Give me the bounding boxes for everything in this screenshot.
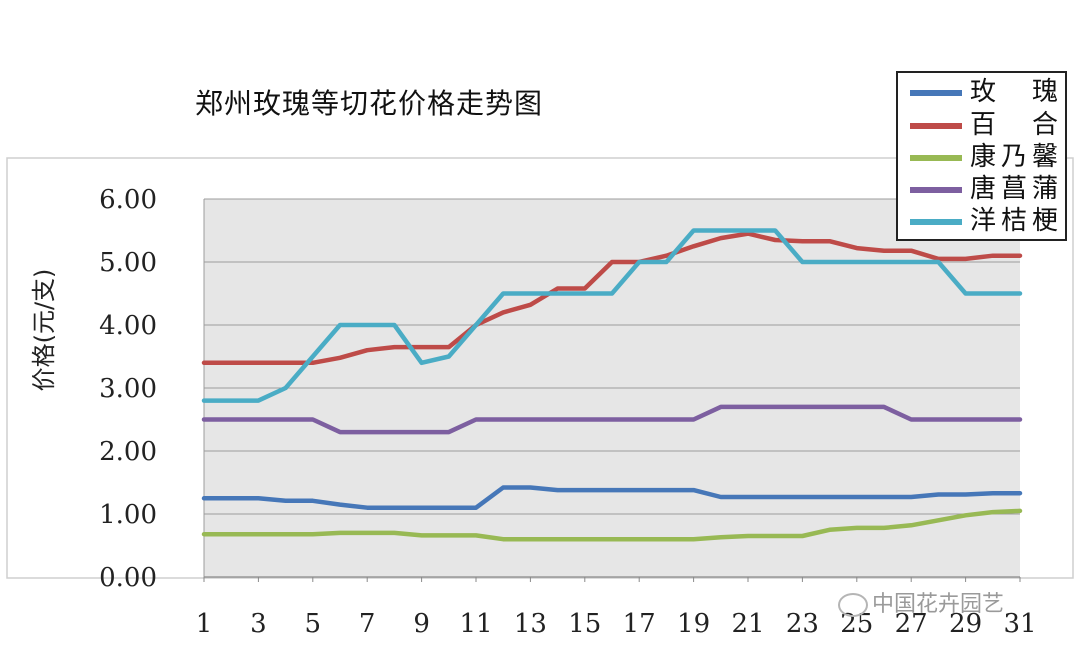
tick-labels: 0.001.002.003.004.005.006.001 3 5 7 9 11 13 15 1…	[99, 185, 1036, 639]
legend-label-lily: 百 合	[970, 110, 1058, 140]
x-tick-label: 3	[250, 609, 267, 639]
x-tick-label: 5	[305, 609, 322, 639]
x-tick-label: 29	[949, 609, 982, 639]
x-tick-label: 1	[196, 609, 213, 639]
y-tick-label: 5.00	[99, 248, 157, 278]
x-tick-label: 19	[677, 609, 710, 639]
x-tick-label: 7	[359, 609, 376, 639]
legend-item-eustoma: 洋桔梗	[898, 205, 1065, 238]
axes	[203, 199, 1021, 582]
legend: 玫 瑰 百 合 康乃馨 唐菖蒲 洋桔梗	[896, 71, 1067, 241]
legend-label-rose: 玫 瑰	[970, 77, 1058, 107]
x-tick-label: 21	[731, 609, 764, 639]
wechat-icon	[838, 593, 868, 617]
legend-swatch-gladiolus	[910, 187, 962, 193]
y-tick-label: 1.00	[99, 500, 157, 530]
legend-item-lily: 百 合	[898, 109, 1065, 142]
legend-item-gladiolus: 唐菖蒲	[898, 173, 1065, 206]
chart-area-border	[6, 157, 1074, 579]
series-line-gladiolus	[201, 404, 1023, 435]
legend-label-eustoma: 洋桔梗	[970, 206, 1058, 236]
x-tick-label: 15	[568, 609, 601, 639]
y-tick-label: 6.00	[99, 185, 157, 215]
y-axis-label: 价格(元/支)	[30, 269, 58, 392]
legend-swatch-carnation	[910, 155, 962, 161]
watermark-text: 中国花卉园艺	[872, 592, 1005, 617]
y-tick-label: 4.00	[99, 311, 157, 341]
series-line-eustoma	[201, 228, 1023, 403]
legend-swatch-eustoma	[910, 219, 962, 225]
series-line-carnation	[201, 508, 1023, 542]
chart-title: 郑州玫瑰等切花价格走势图	[194, 87, 543, 120]
x-tick-label: 13	[514, 609, 547, 639]
series-line-lily	[201, 231, 1023, 366]
legend-item-carnation: 康乃馨	[898, 141, 1065, 174]
x-tick-label: 9	[413, 609, 430, 639]
x-tick-label: 11	[459, 609, 492, 639]
series-lines	[201, 228, 1023, 542]
legend-label-gladiolus: 唐菖蒲	[970, 174, 1058, 204]
legend-item-rose: 玫 瑰	[898, 76, 1065, 109]
series-line-rose	[201, 485, 1023, 510]
x-tick-label: 23	[786, 609, 819, 639]
watermark: 中国花卉园艺	[838, 586, 1004, 618]
legend-swatch-rose	[910, 90, 962, 96]
legend-label-carnation: 康乃馨	[970, 142, 1058, 172]
x-tick-label: 31	[1003, 609, 1036, 639]
legend-swatch-lily	[910, 123, 962, 129]
y-tick-label: 2.00	[99, 437, 157, 467]
y-tick-label: 3.00	[99, 374, 157, 404]
x-tick-label: 17	[623, 609, 656, 639]
x-tick-label: 27	[895, 609, 928, 639]
y-tick-label: 0.00	[99, 563, 157, 593]
